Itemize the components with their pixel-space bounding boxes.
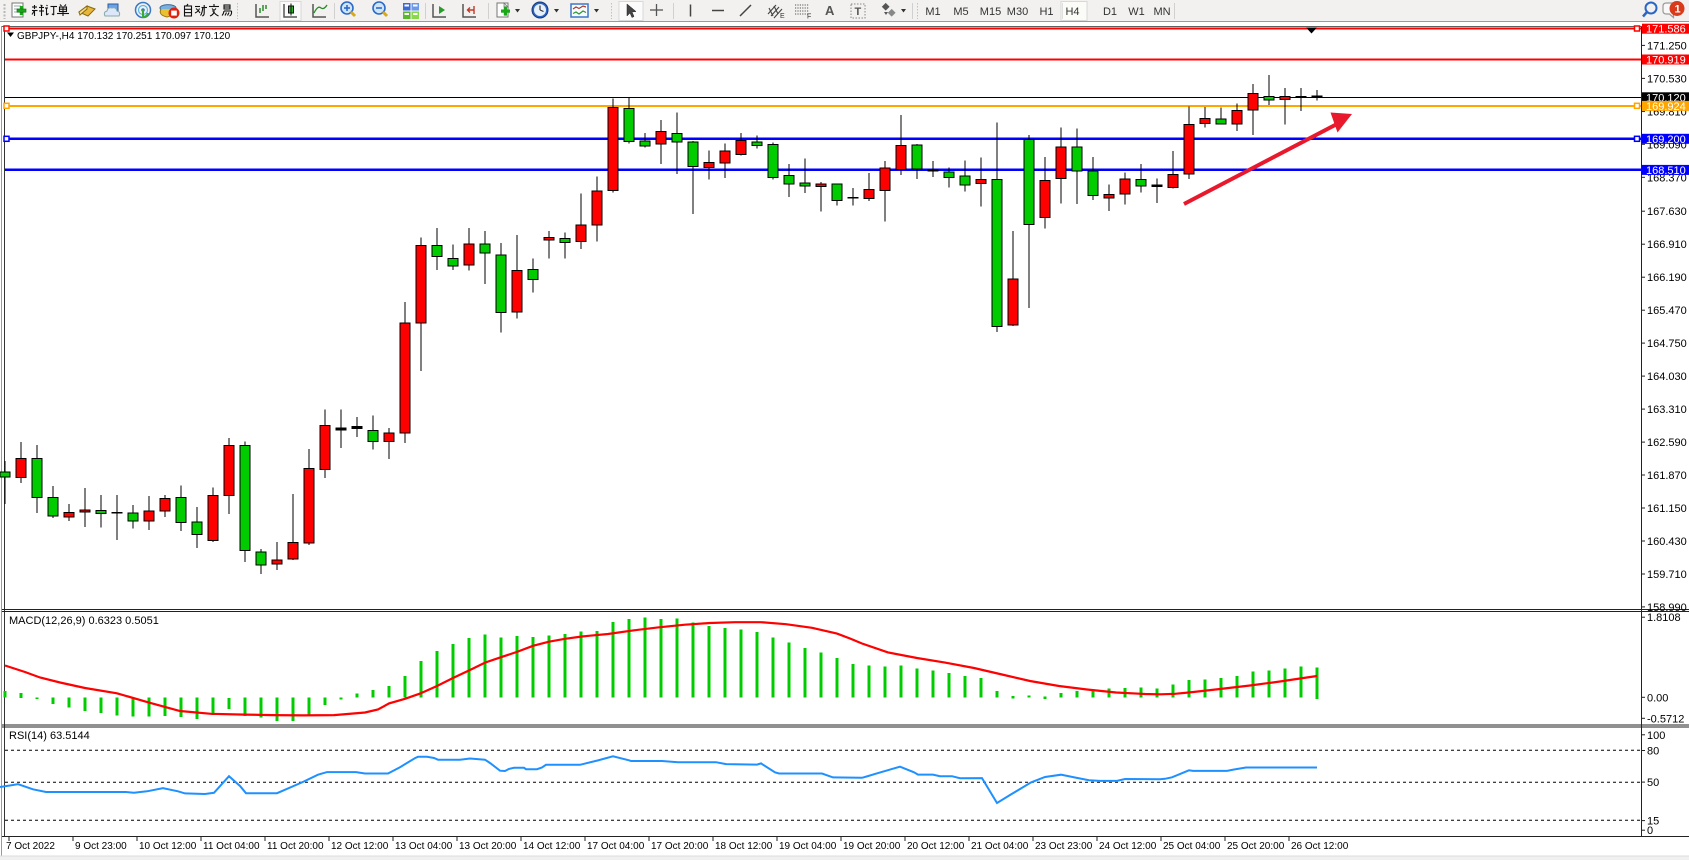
svg-text:164.750: 164.750	[1647, 338, 1687, 350]
svg-text:50: 50	[1647, 777, 1659, 789]
svg-text:170.530: 170.530	[1647, 73, 1687, 85]
svg-text:7 Oct 2022: 7 Oct 2022	[6, 841, 55, 852]
svg-text:17 Oct 04:00: 17 Oct 04:00	[587, 841, 645, 852]
svg-text:170.919: 170.919	[1646, 55, 1686, 67]
svg-text:9 Oct 23:00: 9 Oct 23:00	[75, 841, 127, 852]
svg-text:11 Oct 04:00: 11 Oct 04:00	[203, 841, 260, 852]
svg-text:13 Oct 20:00: 13 Oct 20:00	[459, 841, 517, 852]
svg-text:T: T	[855, 6, 862, 18]
svg-text:20 Oct 12:00: 20 Oct 12:00	[907, 841, 965, 852]
svg-text:17 Oct 20:00: 17 Oct 20:00	[651, 841, 709, 852]
svg-text:25 Oct 04:00: 25 Oct 04:00	[1163, 841, 1221, 852]
svg-text:-0.5712: -0.5712	[1647, 713, 1684, 725]
svg-text:10 Oct 12:00: 10 Oct 12:00	[139, 841, 197, 852]
svg-text:D1: D1	[1103, 6, 1117, 18]
svg-text:171.250: 171.250	[1647, 40, 1687, 52]
svg-text:RSI(14) 63.5144: RSI(14) 63.5144	[9, 730, 90, 742]
svg-text:167.630: 167.630	[1647, 206, 1687, 218]
svg-text:25 Oct 20:00: 25 Oct 20:00	[1227, 841, 1285, 852]
svg-text:168.510: 168.510	[1646, 165, 1686, 177]
svg-text:15: 15	[1647, 816, 1659, 828]
svg-text:A: A	[825, 3, 835, 18]
svg-text:164.030: 164.030	[1647, 371, 1687, 383]
svg-text:GBPJPY-,H4 170.132 170.251 17: GBPJPY-,H4 170.132 170.251 170.097 170.1…	[17, 31, 231, 42]
svg-text:168.370: 168.370	[1647, 172, 1687, 184]
svg-text:0: 0	[1647, 825, 1653, 837]
svg-text:23 Oct 23:00: 23 Oct 23:00	[1035, 841, 1093, 852]
svg-text:169.924: 169.924	[1646, 101, 1686, 113]
svg-text:165.470: 165.470	[1647, 305, 1687, 317]
svg-text:1: 1	[1675, 4, 1681, 16]
svg-text:11 Oct 20:00: 11 Oct 20:00	[267, 841, 324, 852]
svg-text:W1: W1	[1128, 6, 1145, 18]
svg-text:21 Oct 04:00: 21 Oct 04:00	[971, 841, 1029, 852]
svg-text:166.190: 166.190	[1647, 272, 1687, 284]
svg-text:24 Oct 12:00: 24 Oct 12:00	[1099, 841, 1157, 852]
svg-text:M30: M30	[1007, 6, 1028, 18]
svg-text:0.00: 0.00	[1647, 692, 1668, 704]
svg-text:80: 80	[1647, 746, 1659, 758]
svg-text:19 Oct 04:00: 19 Oct 04:00	[779, 841, 837, 852]
svg-text:14 Oct 12:00: 14 Oct 12:00	[523, 841, 581, 852]
svg-text:M5: M5	[953, 6, 968, 18]
svg-text:158.990: 158.990	[1647, 602, 1687, 614]
svg-text:161.150: 161.150	[1647, 503, 1687, 515]
svg-text:166.910: 166.910	[1647, 239, 1687, 251]
svg-text:26 Oct 12:00: 26 Oct 12:00	[1291, 841, 1349, 852]
svg-text:1.8108: 1.8108	[1647, 612, 1681, 624]
svg-text:169.200: 169.200	[1646, 134, 1686, 146]
svg-text:18 Oct 12:00: 18 Oct 12:00	[715, 841, 773, 852]
svg-text:160.430: 160.430	[1647, 536, 1687, 548]
svg-text:M1: M1	[925, 6, 940, 18]
svg-text:13 Oct 04:00: 13 Oct 04:00	[395, 841, 453, 852]
svg-text:H1: H1	[1039, 6, 1053, 18]
svg-text:MACD(12,26,9) 0.6323 0.5051: MACD(12,26,9) 0.6323 0.5051	[9, 615, 159, 627]
svg-text:100: 100	[1647, 730, 1665, 742]
svg-text:162.590: 162.590	[1647, 437, 1687, 449]
svg-text:M15: M15	[980, 6, 1001, 18]
svg-text:H4: H4	[1065, 6, 1079, 18]
svg-text:159.710: 159.710	[1647, 569, 1687, 581]
svg-text:MN: MN	[1153, 6, 1170, 18]
svg-text:E: E	[780, 13, 785, 20]
svg-text:161.870: 161.870	[1647, 470, 1687, 482]
svg-text:19 Oct 20:00: 19 Oct 20:00	[843, 841, 901, 852]
svg-text:F: F	[807, 14, 811, 21]
svg-text:12 Oct 12:00: 12 Oct 12:00	[331, 841, 389, 852]
svg-text:163.310: 163.310	[1647, 404, 1687, 416]
svg-text:171.586: 171.586	[1646, 24, 1686, 36]
